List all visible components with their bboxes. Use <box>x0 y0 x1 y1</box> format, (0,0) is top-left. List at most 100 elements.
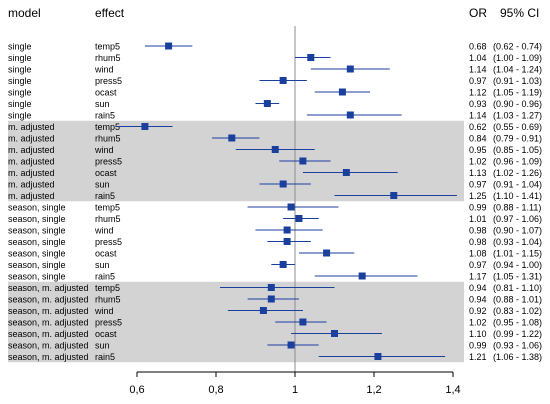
or-marker <box>299 157 307 165</box>
row-or-value: 1.21 <box>469 352 487 362</box>
forest-row: single rhum5 1.04 (1.00 - 1.09) <box>8 53 542 63</box>
row-or-value: 1.08 <box>469 249 487 259</box>
or-marker <box>283 226 291 234</box>
header-effect: effect <box>95 6 125 20</box>
or-marker <box>279 261 287 268</box>
or-marker <box>323 249 331 257</box>
row-or-value: 1.01 <box>469 214 487 224</box>
row-ci-value: (1.06 - 1.38) <box>493 352 542 362</box>
row-model-label: season, single <box>8 226 66 236</box>
or-marker <box>267 295 275 303</box>
row-ci-value: (0.88 - 1.01) <box>493 295 542 305</box>
or-marker <box>307 54 315 61</box>
row-effect-label: rain5 <box>95 111 115 121</box>
row-effect-label: rain5 <box>95 272 115 282</box>
row-model-label: single <box>8 88 32 98</box>
forest-row: m. adjusted ocast 1.13 (1.02 - 1.26) <box>8 168 542 178</box>
or-marker <box>346 111 354 119</box>
row-or-value: 0.97 <box>469 180 487 190</box>
row-model-label: season, m. adjusted <box>8 329 89 339</box>
row-effect-label: sun <box>95 180 110 190</box>
row-model-label: m. adjusted <box>8 122 55 132</box>
row-model-label: season, m. adjusted <box>8 283 89 293</box>
row-ci-value: (0.55 - 0.69) <box>493 122 542 132</box>
header-model: model <box>8 6 41 20</box>
row-ci-value: (1.01 - 1.15) <box>493 249 542 259</box>
forest-row: single sun 0.93 (0.90 - 0.96) <box>8 99 542 109</box>
row-or-value: 0.62 <box>469 122 487 132</box>
row-effect-label: press5 <box>95 157 122 167</box>
row-ci-value: (0.93 - 1.04) <box>493 237 542 247</box>
row-or-value: 0.68 <box>469 42 487 52</box>
x-tick-label: 1,2 <box>366 384 381 396</box>
row-model-label: season, m. adjusted <box>8 352 89 362</box>
or-marker <box>346 65 354 73</box>
row-model-label: single <box>8 99 32 109</box>
x-tick-label: 1 <box>292 384 298 396</box>
or-marker <box>358 272 366 280</box>
forest-row: season, m. adjusted sun 0.99 (0.93 - 1.06) <box>8 341 542 351</box>
row-model-label: m. adjusted <box>8 145 55 155</box>
row-model-label: season, m. adjusted <box>8 295 89 305</box>
row-ci-value: (1.03 - 1.27) <box>493 111 542 121</box>
row-ci-value: (0.83 - 1.02) <box>493 306 542 316</box>
row-model-label: season, m. adjusted <box>8 318 89 328</box>
row-model-label: season, single <box>8 237 66 247</box>
row-effect-label: rain5 <box>95 352 115 362</box>
forest-row: season, single wind 0.98 (0.90 - 1.07) <box>8 226 542 236</box>
row-or-value: 1.04 <box>469 53 487 63</box>
forest-row: single press5 0.97 (0.91 - 1.03) <box>8 76 542 86</box>
row-model-label: m. adjusted <box>8 180 55 190</box>
forest-row: season, single rain5 1.17 (1.05 - 1.31) <box>8 272 542 282</box>
or-marker <box>165 42 173 50</box>
row-ci-value: (0.93 - 1.06) <box>493 341 542 351</box>
row-ci-value: (1.00 - 1.09) <box>493 53 542 63</box>
or-marker <box>279 180 287 188</box>
row-or-value: 0.84 <box>469 134 487 144</box>
row-model-label: m. adjusted <box>8 168 55 178</box>
row-ci-value: (0.79 - 0.91) <box>493 134 542 144</box>
row-ci-value: (0.97 - 1.06) <box>493 214 542 224</box>
row-or-value: 1.17 <box>469 272 487 282</box>
or-marker <box>259 307 267 314</box>
shaded-band-1 <box>8 120 464 202</box>
row-ci-value: (0.85 - 1.05) <box>493 145 542 155</box>
row-or-value: 0.97 <box>469 76 487 86</box>
forest-row: season, m. adjusted press5 1.02 (0.95 - 1.0… <box>8 318 542 328</box>
row-model-label: single <box>8 111 32 121</box>
row-ci-value: (1.05 - 1.19) <box>493 88 542 98</box>
row-or-value: 0.99 <box>469 341 487 351</box>
row-effect-label: wind <box>94 65 114 75</box>
row-or-value: 0.95 <box>469 145 487 155</box>
row-ci-value: (0.99 - 1.22) <box>493 329 542 339</box>
row-ci-value: (0.81 - 1.10) <box>493 283 542 293</box>
row-or-value: 1.14 <box>469 111 487 121</box>
row-ci-value: (0.95 - 1.08) <box>493 318 542 328</box>
or-marker <box>299 318 307 326</box>
or-marker <box>287 203 295 211</box>
row-model-label: season, single <box>8 214 66 224</box>
row-effect-label: press5 <box>95 76 122 86</box>
row-ci-value: (0.62 - 0.74) <box>493 42 542 52</box>
or-marker <box>295 215 303 222</box>
row-effect-label: wind <box>94 145 114 155</box>
row-ci-value: (1.02 - 1.26) <box>493 168 542 178</box>
row-effect-label: rhum5 <box>95 295 121 305</box>
forest-rows: single temp5 0.68 (0.62 - 0.74) single rhum5 1… <box>8 42 542 363</box>
row-ci-value: (1.05 - 1.31) <box>493 272 542 282</box>
row-effect-label: press5 <box>95 237 122 247</box>
or-marker <box>283 238 291 245</box>
row-ci-value: (0.94 - 1.00) <box>493 260 542 270</box>
or-marker <box>271 146 279 153</box>
forest-row: m. adjusted sun 0.97 (0.91 - 1.04) <box>8 180 542 190</box>
forest-row: single ocast 1.12 (1.05 - 1.19) <box>8 88 542 98</box>
row-effect-label: temp5 <box>95 122 120 132</box>
or-marker <box>228 134 236 142</box>
row-model-label: season, single <box>8 260 66 270</box>
row-effect-label: temp5 <box>95 203 120 213</box>
row-or-value: 0.99 <box>469 203 487 213</box>
x-axis: 0,6 0,8 1 1,2 1,4 <box>129 371 461 396</box>
or-marker <box>141 123 149 130</box>
row-or-value: 0.98 <box>469 237 487 247</box>
forest-row: m. adjusted temp5 0.62 (0.55 - 0.69) <box>8 122 542 132</box>
